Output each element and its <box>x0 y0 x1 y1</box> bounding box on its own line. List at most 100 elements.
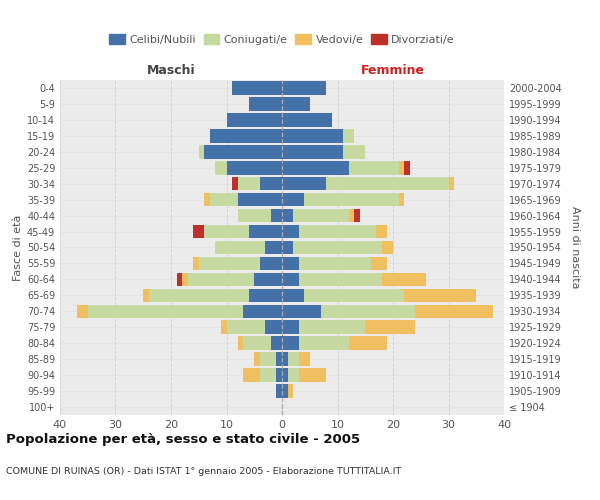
Bar <box>193 225 204 238</box>
Bar <box>293 240 382 254</box>
Bar <box>282 161 349 174</box>
Bar <box>232 81 282 95</box>
Bar <box>260 256 282 270</box>
Bar <box>260 177 282 190</box>
Y-axis label: Fasce di età: Fasce di età <box>13 214 23 280</box>
Bar <box>282 288 304 302</box>
Bar <box>254 352 260 366</box>
Bar <box>77 304 88 318</box>
Bar <box>299 352 310 366</box>
Bar <box>215 161 227 174</box>
Bar <box>349 209 354 222</box>
Bar <box>199 256 260 270</box>
Bar <box>182 272 188 286</box>
Bar <box>326 177 449 190</box>
Bar <box>260 352 277 366</box>
Text: Popolazione per età, sesso e stato civile - 2005: Popolazione per età, sesso e stato civil… <box>6 432 360 446</box>
Bar <box>88 304 243 318</box>
Bar <box>210 129 282 142</box>
Bar <box>382 272 426 286</box>
Bar <box>215 240 265 254</box>
Bar <box>265 320 282 334</box>
Bar <box>415 304 493 318</box>
Bar <box>271 209 282 222</box>
Bar <box>232 177 238 190</box>
Bar <box>282 336 299 350</box>
Bar <box>227 113 282 126</box>
Bar <box>282 225 299 238</box>
Bar <box>349 336 388 350</box>
Bar <box>293 209 349 222</box>
Bar <box>282 368 287 382</box>
Text: COMUNE DI RUINAS (OR) - Dati ISTAT 1° gennaio 2005 - Elaborazione TUTTITALIA.IT: COMUNE DI RUINAS (OR) - Dati ISTAT 1° ge… <box>6 468 401 476</box>
Bar <box>371 256 388 270</box>
Bar <box>143 288 149 302</box>
Bar <box>204 225 249 238</box>
Bar <box>249 288 282 302</box>
Bar <box>287 352 299 366</box>
Bar <box>299 320 365 334</box>
Bar <box>282 97 310 110</box>
Bar <box>404 288 476 302</box>
Bar <box>299 256 371 270</box>
Bar <box>321 304 415 318</box>
Bar <box>249 225 282 238</box>
Bar <box>287 368 299 382</box>
Legend: Celibi/Nubili, Coniugati/e, Vedovi/e, Divorziati/e: Celibi/Nubili, Coniugati/e, Vedovi/e, Di… <box>109 34 455 44</box>
Bar <box>282 320 299 334</box>
Bar <box>282 113 332 126</box>
Bar <box>282 352 287 366</box>
Bar <box>204 193 210 206</box>
Bar <box>354 209 360 222</box>
Text: Maschi: Maschi <box>146 64 196 77</box>
Bar <box>204 145 282 158</box>
Bar <box>376 225 388 238</box>
Bar <box>343 129 354 142</box>
Bar <box>365 320 415 334</box>
Bar <box>398 193 404 206</box>
Bar <box>210 193 238 206</box>
Bar <box>243 304 282 318</box>
Bar <box>227 161 282 174</box>
Bar <box>287 384 293 398</box>
Bar <box>238 193 282 206</box>
Bar <box>260 368 277 382</box>
Bar <box>343 145 365 158</box>
Bar <box>277 352 282 366</box>
Bar <box>398 161 404 174</box>
Bar <box>238 336 243 350</box>
Bar <box>282 304 321 318</box>
Bar <box>304 288 404 302</box>
Bar <box>221 320 227 334</box>
Bar <box>227 320 265 334</box>
Bar <box>271 336 282 350</box>
Bar <box>243 336 271 350</box>
Bar <box>349 161 398 174</box>
Bar <box>149 288 249 302</box>
Bar <box>282 129 343 142</box>
Bar <box>299 336 349 350</box>
Bar <box>243 368 260 382</box>
Bar <box>176 272 182 286</box>
Bar <box>282 177 326 190</box>
Bar <box>282 81 326 95</box>
Bar <box>299 272 382 286</box>
Bar <box>382 240 393 254</box>
Bar <box>282 209 293 222</box>
Bar <box>282 256 299 270</box>
Bar <box>282 145 343 158</box>
Bar <box>277 384 282 398</box>
Bar <box>449 177 454 190</box>
Bar <box>282 193 304 206</box>
Bar <box>282 384 287 398</box>
Bar <box>282 240 293 254</box>
Bar <box>249 97 282 110</box>
Bar <box>193 256 199 270</box>
Bar <box>277 368 282 382</box>
Bar <box>282 272 299 286</box>
Bar <box>199 145 204 158</box>
Bar <box>404 161 410 174</box>
Bar <box>304 193 398 206</box>
Bar <box>265 240 282 254</box>
Bar <box>299 368 326 382</box>
